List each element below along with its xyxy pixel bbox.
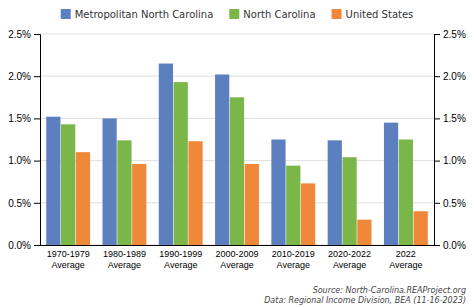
bar <box>46 117 60 245</box>
legend-item: Metropolitan North Carolina <box>61 9 214 20</box>
bar <box>215 75 229 245</box>
tick-label: 2.0% <box>443 71 466 82</box>
tick-label: 0.5% <box>443 198 466 209</box>
tick: 0.0% <box>434 240 466 251</box>
tick: 2000-2009Average <box>215 245 258 270</box>
legend-swatch <box>61 9 71 19</box>
x-axis: 1970-1979Average 1980-1989Average 1990-199… <box>41 245 435 270</box>
bar <box>230 97 244 245</box>
tick-label: 0.5% <box>8 198 31 209</box>
bar <box>357 220 371 245</box>
tick: 2.0% <box>8 71 40 82</box>
tick: 1980-1989Average <box>103 245 146 270</box>
tick: 1.0% <box>8 155 40 166</box>
tick: 1990-1999Average <box>159 245 202 270</box>
tick: 2010-2019Average <box>272 245 315 270</box>
tick-label: 2.5% <box>443 29 466 40</box>
tick: 0.5% <box>434 198 466 209</box>
tick-mark <box>34 203 40 204</box>
bar <box>174 82 188 245</box>
axis-line <box>34 35 41 246</box>
legend-swatch <box>229 9 239 19</box>
axis-line <box>41 245 435 246</box>
tick-label: 1970-1979Average <box>47 249 90 269</box>
tick-label: 2000-2009Average <box>215 249 258 269</box>
tick-mark <box>434 34 440 35</box>
legend-label: United States <box>346 9 414 20</box>
tick: 0.5% <box>8 198 40 209</box>
tick-label: 2.5% <box>8 29 31 40</box>
legend: Metropolitan North Carolina North Carolin… <box>61 9 414 20</box>
bar <box>117 140 131 245</box>
bar-series <box>46 64 398 245</box>
tick: 1970-1979Average <box>47 245 90 270</box>
bar <box>159 64 173 245</box>
bar <box>103 118 117 245</box>
legend-item: North Carolina <box>229 9 315 20</box>
tick-label: 1.5% <box>443 113 466 124</box>
tick-label: 1980-1989Average <box>103 249 146 269</box>
tick-label: 1.5% <box>8 113 31 124</box>
tick-mark <box>434 118 440 119</box>
tick-label: 0.0% <box>8 240 31 251</box>
legend-label: Metropolitan North Carolina <box>75 9 214 20</box>
tick: 2.5% <box>434 29 466 40</box>
legend-label: North Carolina <box>243 9 315 20</box>
tick-mark <box>434 203 440 204</box>
legend-swatch <box>332 9 342 19</box>
bar <box>399 140 413 246</box>
tick: 2020-2022Average <box>328 245 371 270</box>
grid <box>40 34 434 245</box>
bar <box>286 166 300 245</box>
tick-label: 0.0% <box>443 240 466 251</box>
grid-line <box>40 76 434 77</box>
tick-label: 1990-1999Average <box>159 249 202 269</box>
tick: 1.0% <box>434 155 466 166</box>
tick-mark <box>34 118 40 119</box>
tick-mark <box>34 34 40 35</box>
tick: 2.5% <box>8 29 40 40</box>
annotation: Source: North-Carolina.REAProject.orgDat… <box>264 286 466 305</box>
bar-series <box>76 141 428 245</box>
tick-label: 2.0% <box>8 71 31 82</box>
legend-item: United States <box>332 9 414 20</box>
tick-label: 1.0% <box>443 155 466 166</box>
tick-label: 2022Average <box>389 249 422 269</box>
y-axis-right: 0.0% 0.5% 1.0% 1.5% 2.0% 2.5% <box>434 29 466 251</box>
bar <box>384 123 398 245</box>
tick: 1.5% <box>434 113 466 124</box>
tick-mark <box>34 76 40 77</box>
grid-line <box>40 34 434 35</box>
bar <box>132 164 146 245</box>
bar <box>301 183 315 245</box>
tick-label: 2020-2022Average <box>328 249 371 269</box>
bar <box>76 152 90 245</box>
bar <box>245 164 259 245</box>
tick-label: 1.0% <box>8 155 31 166</box>
tick: 2.0% <box>434 71 466 82</box>
tick-mark <box>434 161 440 162</box>
bar <box>414 211 428 245</box>
bar <box>61 124 75 245</box>
tick-mark <box>434 76 440 77</box>
bar <box>271 140 285 246</box>
plot: 0.0% 0.5% 1.0% 1.5% 2.0% 2.5% 0.0% 0.5% 1.0% 1.5%… <box>8 29 466 270</box>
axis-line <box>435 35 441 246</box>
chart: 0.0% 0.5% 1.0% 1.5% 2.0% 2.5% 0.0% 0.5% 1.0% 1.5%… <box>0 0 474 307</box>
tick-mark <box>34 245 40 246</box>
bars <box>46 64 428 245</box>
bar <box>342 157 356 245</box>
tick: 0.0% <box>8 240 40 251</box>
tick: 1.5% <box>8 113 40 124</box>
bar <box>188 141 202 245</box>
y-axis: 0.0% 0.5% 1.0% 1.5% 2.0% 2.5% <box>8 29 40 251</box>
bar <box>328 140 342 245</box>
tick-mark <box>34 161 40 162</box>
tick-mark <box>434 245 440 246</box>
bar-series <box>61 82 413 245</box>
tick-label: 2010-2019Average <box>272 249 315 269</box>
tick: 2022Average <box>389 245 422 270</box>
